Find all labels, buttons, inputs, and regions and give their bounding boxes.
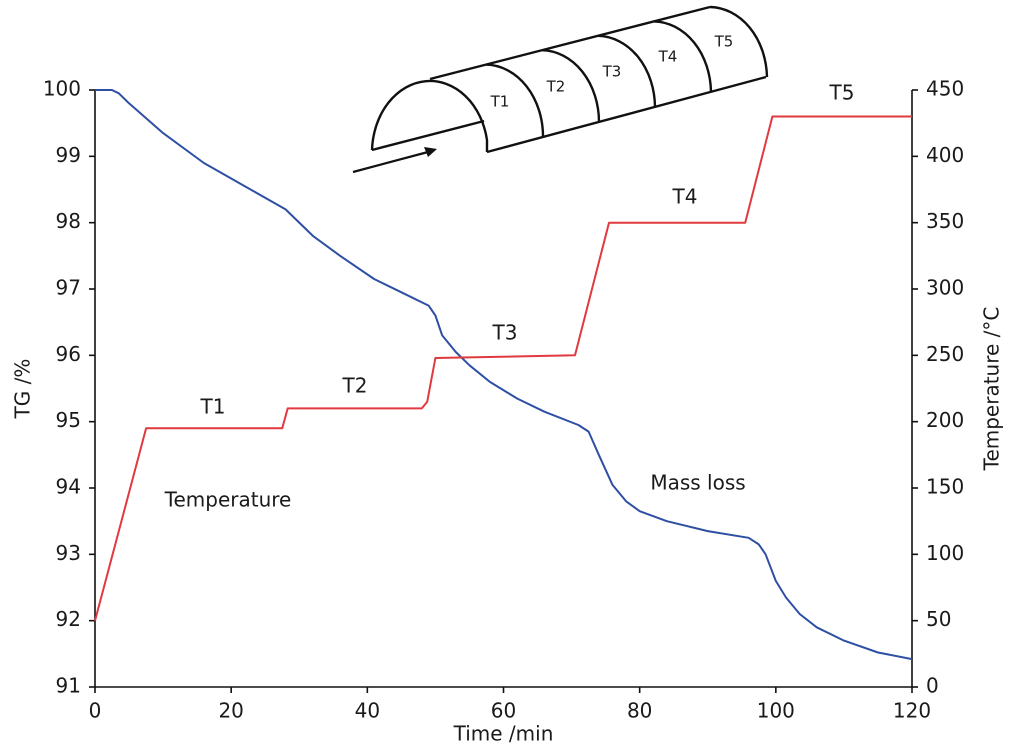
annotation: T3	[492, 321, 518, 345]
y-tick-label: 100	[43, 77, 81, 101]
x-tick-label: 40	[355, 699, 380, 723]
y2-tick-label: 200	[926, 408, 964, 432]
segment-label: T5	[714, 33, 734, 51]
tunnel-arch	[653, 20, 713, 93]
x-axis-label: Time /min	[453, 722, 554, 746]
y-tick-label: 98	[56, 209, 81, 233]
segment-label: T4	[658, 48, 678, 66]
segment-label: T1	[490, 93, 510, 111]
y2-tick-label: 0	[926, 674, 939, 698]
y-tick-label: 96	[56, 342, 81, 366]
y-tick-label: 93	[56, 541, 81, 565]
arrow-head	[424, 147, 437, 157]
tunnel-floor	[371, 119, 485, 152]
furnace-diagram: T1 T2 T3 T4 T5	[352, 5, 769, 174]
series-line	[94, 115, 912, 621]
annotation: Mass loss	[650, 471, 745, 495]
tunnel-arch	[541, 49, 601, 123]
y-tick-label: 99	[56, 143, 81, 167]
series-line	[95, 89, 913, 661]
x-tick-label: 80	[627, 699, 652, 723]
y-tick-label: 94	[56, 475, 81, 499]
y-tick-label: 95	[56, 408, 81, 432]
x-tick-label: 120	[893, 699, 931, 723]
y2-tick-label: 450	[926, 77, 964, 101]
y2-tick-label: 250	[926, 342, 964, 366]
tunnel-edge	[486, 75, 767, 154]
x-tick-label: 100	[757, 699, 795, 723]
y2-axis-label: Temperature /°C	[980, 307, 1004, 472]
tunnel-arch	[597, 34, 657, 108]
y2-tick-label: 100	[926, 541, 964, 565]
tunnel-arch	[709, 5, 769, 78]
y2-tick-label: 50	[926, 607, 951, 631]
tunnel-front	[370, 79, 489, 152]
tunnel-arch	[485, 63, 545, 138]
annotation: T2	[342, 374, 368, 398]
y-axis-label: TG /%	[11, 359, 35, 420]
y-tick-label: 92	[56, 607, 81, 631]
annotation: T1	[200, 395, 226, 419]
tunnel-ridge	[429, 5, 711, 81]
y2-tick-label: 300	[926, 276, 964, 300]
segment-label: T3	[602, 63, 622, 81]
segment-label: T2	[546, 78, 566, 96]
y2-tick-label: 400	[926, 143, 964, 167]
y-tick-label: 91	[56, 674, 81, 698]
x-tick-label: 20	[218, 699, 243, 723]
annotation: T4	[672, 185, 698, 209]
x-tick-label: 0	[89, 699, 102, 723]
x-tick-label: 60	[491, 699, 516, 723]
y2-tick-label: 150	[926, 475, 964, 499]
y2-tick-label: 350	[926, 209, 964, 233]
arrow	[352, 150, 429, 174]
annotation: T5	[829, 81, 855, 105]
y-tick-label: 97	[56, 276, 81, 300]
annotation: Temperature	[164, 488, 292, 512]
